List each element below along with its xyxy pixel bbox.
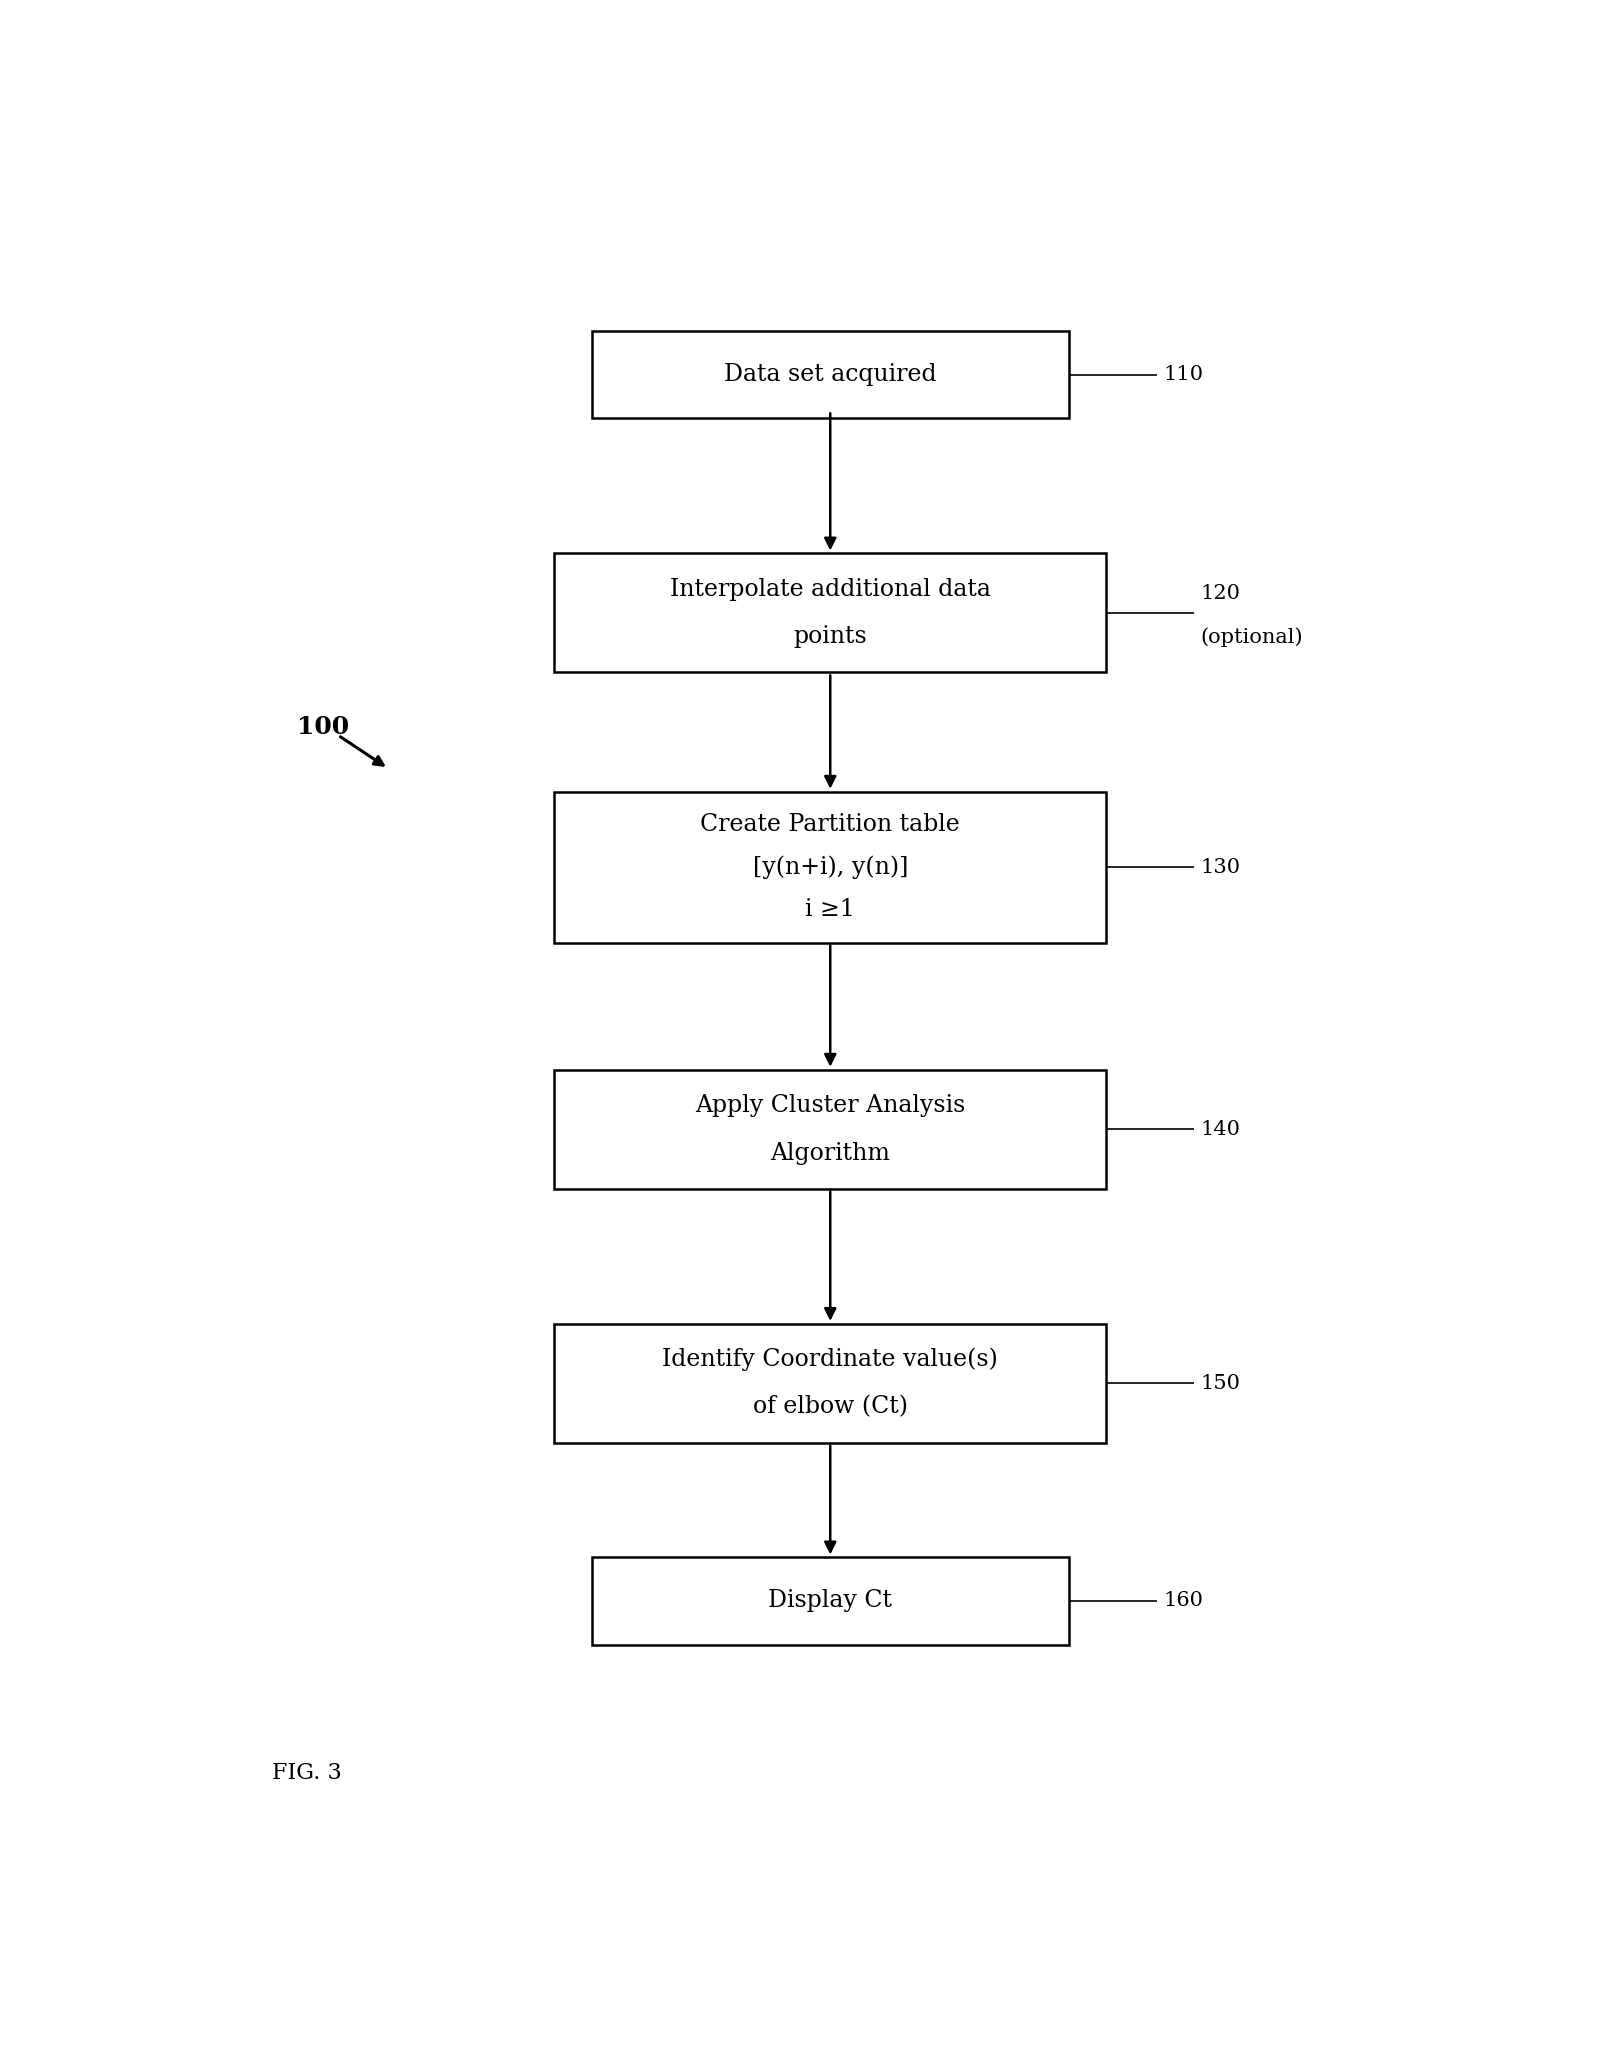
Text: 100: 100 bbox=[296, 716, 348, 739]
Bar bbox=[554, 553, 1106, 673]
Bar bbox=[554, 1324, 1106, 1442]
Bar bbox=[591, 330, 1069, 419]
Text: 130: 130 bbox=[1200, 858, 1241, 877]
Text: [y(n+i), y(n)]: [y(n+i), y(n)] bbox=[753, 856, 907, 879]
Text: of elbow (Ct): of elbow (Ct) bbox=[753, 1397, 907, 1419]
Text: FIG. 3: FIG. 3 bbox=[272, 1762, 342, 1784]
Text: Create Partition table: Create Partition table bbox=[700, 813, 961, 836]
Text: 160: 160 bbox=[1163, 1591, 1204, 1611]
Text: 110: 110 bbox=[1163, 365, 1204, 384]
Text: Display Ct: Display Ct bbox=[768, 1589, 893, 1613]
Bar bbox=[554, 1069, 1106, 1188]
Text: i ≥1: i ≥1 bbox=[805, 897, 855, 920]
Text: (optional): (optional) bbox=[1200, 627, 1302, 646]
Text: Data set acquired: Data set acquired bbox=[724, 363, 936, 386]
Text: 150: 150 bbox=[1200, 1374, 1241, 1393]
Text: points: points bbox=[794, 625, 867, 648]
Bar bbox=[554, 792, 1106, 943]
Text: 140: 140 bbox=[1200, 1120, 1241, 1139]
Bar bbox=[591, 1558, 1069, 1644]
Text: Identify Coordinate value(s): Identify Coordinate value(s) bbox=[663, 1347, 998, 1372]
Text: 120: 120 bbox=[1200, 584, 1241, 602]
Text: Apply Cluster Analysis: Apply Cluster Analysis bbox=[695, 1093, 966, 1116]
Text: Algorithm: Algorithm bbox=[771, 1141, 889, 1164]
Text: Interpolate additional data: Interpolate additional data bbox=[669, 578, 991, 600]
